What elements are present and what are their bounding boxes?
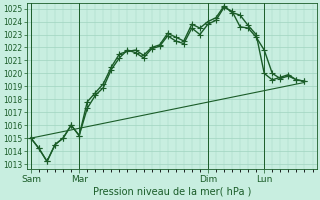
X-axis label: Pression niveau de la mer( hPa ): Pression niveau de la mer( hPa )	[92, 187, 251, 197]
